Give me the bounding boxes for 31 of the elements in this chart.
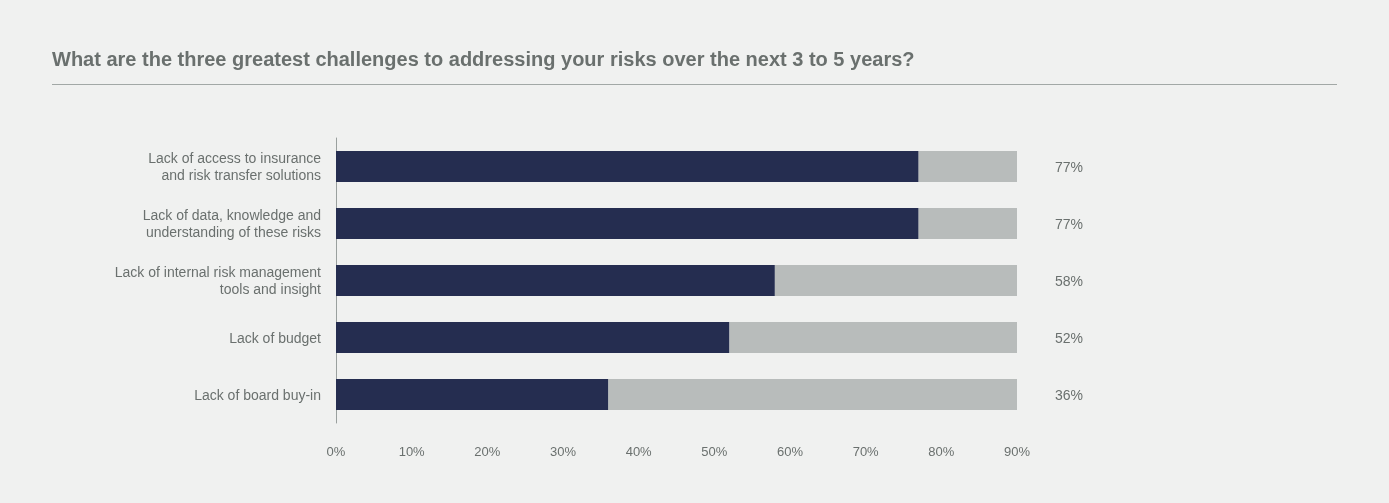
y-tick-label: Lack of data, knowledge and understanding of these risks <box>142 207 321 240</box>
data-label: 58% <box>1055 272 1084 289</box>
data-label: 77% <box>1055 158 1084 175</box>
x-tick-label: 50% <box>701 444 728 459</box>
x-tick-label: 0% <box>326 444 346 459</box>
bar <box>336 151 919 182</box>
bar <box>918 208 1017 239</box>
bar <box>336 379 609 410</box>
y-tick-label: Lack of board buy-in <box>194 386 321 403</box>
x-tick-label: 60% <box>776 444 804 459</box>
bar <box>729 322 1017 353</box>
x-tick-label: 20% <box>474 444 501 459</box>
x-tick-label: 40% <box>625 444 653 459</box>
bar <box>336 265 775 296</box>
y-tick-label: Lack of internal risk management tools and insight <box>114 264 322 297</box>
bar <box>774 265 1017 296</box>
bar <box>336 208 919 239</box>
data-label: 52% <box>1055 329 1084 346</box>
x-tick-label: 30% <box>549 444 577 459</box>
chart-title: What are the three greatest challenges to addressing your risks over the next 3 to 5 years? <box>52 48 1337 85</box>
bar <box>608 379 1017 410</box>
x-tick-label: 80% <box>928 444 955 459</box>
bar <box>918 151 1017 182</box>
bar <box>336 322 730 353</box>
data-label: 36% <box>1055 386 1084 403</box>
x-tick-label: 70% <box>852 444 880 459</box>
y-tick-label: Lack of budget <box>229 329 322 346</box>
data-label: 77% <box>1055 215 1084 232</box>
x-tick-label: 90% <box>1003 444 1031 459</box>
y-tick-label: Lack of access to insurance and risk transfer solutions <box>148 150 322 183</box>
x-tick-label: 10% <box>398 444 426 459</box>
